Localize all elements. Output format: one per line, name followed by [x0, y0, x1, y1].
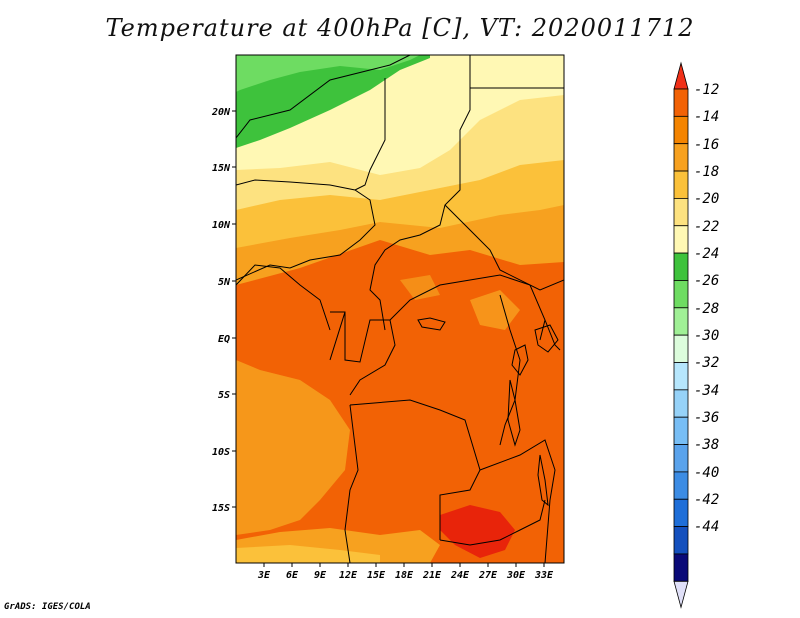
lon-labels: 3E 6E 9E 12E 15E 18E 21E 24E 27E 30E 33E	[257, 570, 554, 581]
colorbar-arrow-top	[673, 61, 689, 90]
lat-label: EQ	[218, 334, 230, 345]
temperature-field	[236, 55, 564, 563]
colorbar-labels: -12 -14 -16 -18 -20 -22 -24 -26 -28 -30 …	[694, 82, 719, 535]
colorbar-segment	[673, 307, 689, 336]
lon-label: 33E	[534, 570, 554, 581]
lat-label: 5S	[218, 390, 230, 401]
colorbar-label: -38	[694, 437, 719, 453]
credit-text: GrADS: IGES/COLA	[4, 602, 91, 612]
field-band-24	[236, 55, 430, 148]
colorbar-segment	[673, 280, 689, 309]
colorbar-label: -26	[694, 273, 719, 289]
colorbar-segment	[673, 143, 689, 172]
colorbar-segment	[673, 115, 689, 145]
colorbar-segment	[673, 471, 689, 500]
colorbar-segment	[673, 225, 689, 254]
colorbar-segment	[673, 498, 689, 528]
lon-label: 12E	[339, 570, 358, 581]
colorbar-segment	[673, 252, 689, 281]
colorbar-segment	[673, 389, 689, 418]
lon-label: 3E	[257, 570, 271, 581]
field-patch-sw	[236, 360, 350, 535]
colorbar-label: -32	[694, 355, 719, 371]
lat-label: 20N	[211, 107, 231, 118]
colorbar	[673, 61, 689, 609]
lon-label: 30E	[506, 570, 526, 581]
lat-label: 10N	[212, 220, 231, 231]
colorbar-label: -40	[694, 465, 719, 481]
colorbar-label: -24	[694, 246, 719, 262]
lon-label: 27E	[478, 570, 498, 581]
lon-label: 15E	[367, 570, 386, 581]
lon-label: 24E	[450, 570, 470, 581]
lat-label: 10S	[212, 447, 230, 458]
colorbar-label: -16	[694, 137, 719, 153]
colorbar-label: -30	[694, 328, 719, 344]
lat-labels: 20N 15N 10N 5N EQ 5S 10S 15S	[211, 107, 231, 514]
colorbar-segment	[673, 88, 689, 117]
colorbar-segment	[673, 197, 689, 227]
lon-label: 18E	[395, 570, 414, 581]
colorbar-label: -36	[694, 410, 719, 426]
colorbar-label: -12	[694, 82, 719, 98]
colorbar-label: -42	[694, 492, 719, 508]
map-title: Temperature at 400hPa [C], VT: 202001171…	[105, 14, 695, 42]
map-frame	[235, 54, 565, 564]
colorbar-segment	[673, 170, 689, 199]
colorbar-segment	[673, 553, 689, 582]
lon-ticks	[263, 563, 545, 567]
colorbar-label: -44	[694, 519, 719, 535]
field-patch-warm12	[440, 505, 515, 558]
field-band-26	[236, 55, 420, 92]
colorbar-arrow-bottom	[673, 580, 689, 609]
field-patch-south2	[236, 545, 380, 563]
colorbar-label: -18	[694, 164, 719, 180]
colorbar-segment	[673, 362, 689, 391]
lat-ticks	[232, 110, 236, 508]
lat-label: 5N	[218, 277, 231, 288]
colorbar-label: -22	[694, 219, 719, 235]
lon-label: 9E	[314, 570, 327, 581]
colorbar-segment	[673, 416, 689, 445]
lat-label: 15N	[212, 163, 231, 174]
country-borders	[236, 55, 564, 563]
colorbar-segment	[673, 526, 689, 555]
lon-label: 6E	[286, 570, 299, 581]
colorbar-segment	[673, 334, 689, 363]
field-patch-central2	[400, 275, 440, 300]
colorbar-label: -34	[694, 383, 719, 399]
colorbar-label: -14	[694, 109, 719, 125]
lon-label: 21E	[422, 570, 442, 581]
colorbar-segment	[673, 444, 689, 473]
lat-label: 15S	[212, 503, 230, 514]
colorbar-label: -20	[694, 191, 719, 207]
colorbar-label: -28	[694, 301, 719, 317]
